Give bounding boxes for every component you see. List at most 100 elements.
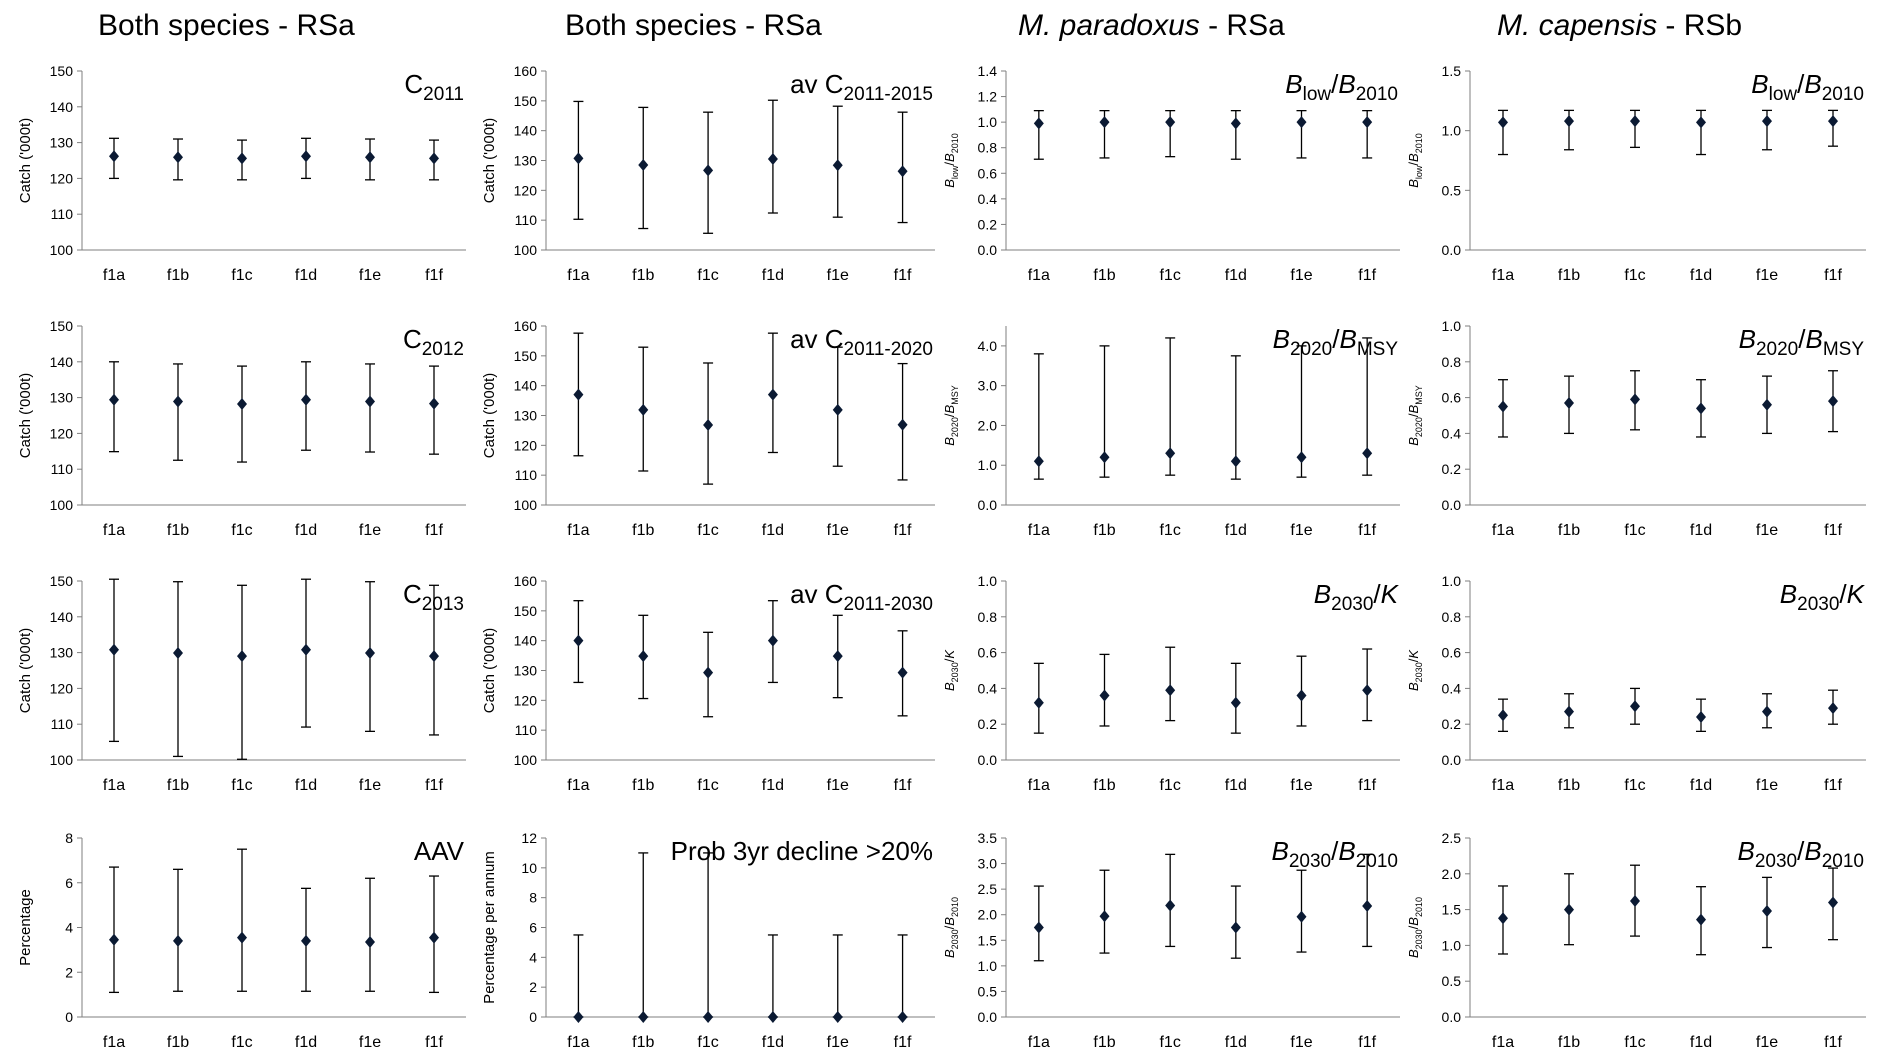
panel-title: B2030/B2010: [1272, 836, 1398, 872]
y-tick-label: 1.0: [1442, 123, 1462, 139]
y-axis-label: Catch ('000t): [17, 118, 34, 203]
data-point: [1099, 910, 1110, 923]
x-tick-label: f1b: [1093, 1034, 1115, 1051]
data-point: [1828, 395, 1838, 408]
x-tick-label: f1c: [231, 522, 252, 539]
y-axis-label: B2030/K: [942, 649, 960, 691]
y-tick-label: 0.5: [1442, 182, 1462, 198]
column-title-suffix: - RSa: [736, 9, 822, 42]
y-tick-label: 4.0: [978, 338, 998, 354]
data-point: [1033, 921, 1044, 934]
data-point: [1296, 910, 1307, 923]
x-tick-label: f1a: [567, 777, 589, 794]
y-tick-label: 150: [50, 573, 74, 589]
y-axis-label: Blow/B2010: [1406, 133, 1424, 188]
x-tick-label: f1b: [1093, 267, 1115, 284]
data-point: [429, 931, 439, 944]
data-point: [1630, 700, 1640, 713]
y-tick-label: 2.0: [1442, 866, 1462, 882]
chart-panel: 0 2 4 6 8 10 12 f1a f1b f1c f1d f1e f1f Prob 3yr decl…: [481, 830, 935, 1051]
panel-title: Blow/B2010: [1751, 69, 1864, 105]
y-tick-label: 0.8: [1442, 354, 1462, 370]
data-point: [1696, 402, 1706, 415]
x-tick-label: f1c: [1624, 1034, 1645, 1051]
data-point: [1230, 696, 1241, 709]
x-tick-label: f1a: [1028, 1034, 1050, 1051]
y-tick-label: 2: [529, 979, 537, 995]
x-tick-label: f1d: [1690, 522, 1712, 539]
x-tick-label: f1e: [1290, 1034, 1312, 1051]
data-point: [1165, 684, 1176, 697]
data-point: [173, 934, 183, 947]
y-tick-label: 0.4: [1442, 680, 1462, 696]
panel-title: B2020/BMSY: [1739, 324, 1865, 360]
data-point: [897, 165, 908, 178]
column-title-1: Both species - RSa: [98, 4, 355, 48]
data-point: [1099, 689, 1110, 702]
data-point: [1564, 705, 1574, 718]
x-tick-label: f1c: [231, 777, 252, 794]
chart-panel: 0 2 4 6 8 f1a f1b f1c f1d f1e f1f AAV Percentage: [17, 830, 466, 1051]
y-tick-label: 2.5: [1442, 830, 1462, 846]
x-tick-label: f1e: [1756, 1034, 1778, 1051]
x-tick-label: f1f: [425, 1034, 443, 1051]
x-tick-label: f1d: [1690, 267, 1712, 284]
panel-title: Blow/B2010: [1285, 69, 1398, 105]
chart-panel: 100 110 120 130 140 150 f1a f1b f1c f1d f1e f1f C201…: [17, 318, 466, 539]
data-point: [1362, 116, 1373, 129]
x-tick-label: f1a: [1492, 1034, 1514, 1051]
y-tick-label: 100: [50, 242, 74, 258]
data-point: [109, 643, 119, 656]
y-tick-label: 120: [50, 170, 74, 186]
x-tick-label: f1a: [1492, 267, 1514, 284]
data-point: [1033, 696, 1044, 709]
panel-title: B2030/B2010: [1738, 836, 1864, 872]
x-tick-label: f1a: [567, 267, 589, 284]
y-tick-label: 110: [515, 212, 538, 228]
y-axis-label: Catch ('000t): [481, 118, 498, 203]
y-tick-label: 100: [514, 752, 538, 768]
y-tick-label: 0.6: [978, 165, 998, 181]
y-tick-label: 3.5: [978, 830, 998, 846]
data-point: [301, 643, 311, 656]
data-point: [832, 1011, 843, 1023]
data-point: [1564, 115, 1574, 128]
panel-title: B2020/BMSY: [1273, 324, 1399, 360]
x-tick-label: f1f: [1824, 522, 1842, 539]
panel-title: C2011: [404, 69, 464, 105]
data-point: [1362, 447, 1373, 460]
x-tick-label: f1b: [1558, 1034, 1580, 1051]
data-point: [573, 388, 584, 401]
x-tick-label: f1f: [894, 777, 912, 794]
y-tick-label: 1.0: [978, 958, 998, 974]
y-tick-label: 0: [65, 1009, 73, 1025]
x-tick-label: f1b: [632, 1034, 654, 1051]
y-tick-label: 110: [515, 467, 538, 483]
x-tick-label: f1d: [1690, 777, 1712, 794]
y-tick-label: 6: [529, 920, 537, 936]
y-tick-label: 0.0: [1442, 752, 1462, 768]
x-tick-label: f1d: [295, 267, 317, 284]
chart-panel: 0.0 1.0 2.0 3.0 4.0 f1a f1b f1c f1d f1e f1f B2020/B…: [942, 324, 1400, 539]
data-point: [1165, 116, 1176, 129]
y-tick-label: 110: [51, 716, 74, 732]
x-tick-label: f1e: [827, 522, 849, 539]
chart-panel: 100 110 120 130 140 150 f1a f1b f1c f1d f1e f1f C201…: [17, 63, 466, 284]
data-point: [638, 158, 649, 171]
data-point: [301, 150, 311, 163]
data-point: [1564, 396, 1574, 409]
data-point: [109, 933, 119, 946]
x-tick-label: f1a: [1028, 522, 1050, 539]
data-point: [301, 393, 311, 406]
x-tick-label: f1e: [1290, 522, 1312, 539]
x-tick-label: f1e: [1290, 777, 1312, 794]
y-axis-label: B2030/K: [1406, 649, 1424, 691]
y-tick-label: 4: [65, 920, 73, 936]
y-tick-label: 6: [65, 875, 73, 891]
y-tick-label: 0.0: [1442, 242, 1462, 258]
chart-panel: 100 110 120 130 140 150 160 f1a f1b f1c f1d f1e f1f a…: [481, 63, 935, 284]
data-point: [1099, 116, 1110, 129]
data-point: [703, 1011, 714, 1023]
y-tick-label: 0.0: [978, 497, 998, 513]
x-tick-label: f1d: [762, 522, 784, 539]
